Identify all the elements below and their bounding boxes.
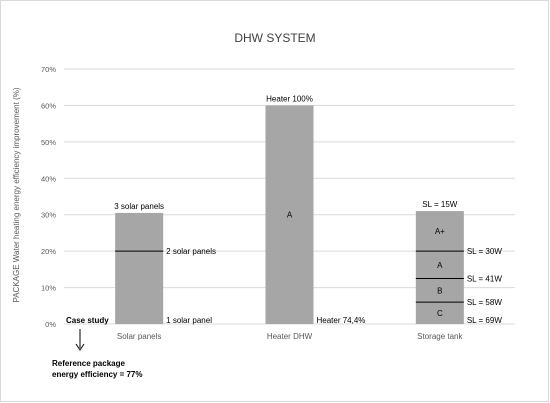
y-tick-label-50: 50% xyxy=(41,138,56,147)
bar-heater-dhw xyxy=(265,105,314,324)
reference-package-line-2: energy efficiency = 77% xyxy=(52,370,143,379)
chart-title: DHW SYSTEM xyxy=(234,31,315,45)
case-study-note: Case study Reference package energy effi… xyxy=(52,316,143,379)
x-tick-label-heater-dhw: Heater DHW xyxy=(267,332,313,341)
bar-solar-panels xyxy=(115,212,164,324)
bars: A A+ A B C xyxy=(115,105,464,324)
annotation-4: Heater 74,4% xyxy=(317,316,366,325)
annotation-9: SL = 69W xyxy=(467,316,503,325)
annotation-7: SL = 41W xyxy=(467,274,503,283)
case-study-arrow-head xyxy=(75,343,85,351)
annotation-2: 1 solar panel xyxy=(166,316,212,325)
y-tick-label-40: 40% xyxy=(41,174,56,183)
annotation-5: SL = 15W xyxy=(422,200,458,209)
y-tick-label-20: 20% xyxy=(41,247,56,256)
segment-label-storage-tank-0: A+ xyxy=(435,227,445,236)
y-tick-label-70: 70% xyxy=(41,65,56,74)
segment-label-storage-tank-3: C xyxy=(437,309,443,318)
y-tick-label-60: 60% xyxy=(41,101,56,110)
segment-label-storage-tank-2: B xyxy=(437,286,442,295)
x-tick-labels: Solar panels Heater DHW Storage tank xyxy=(117,332,464,341)
annotation-1: 2 solar panels xyxy=(166,247,216,256)
segment-label-storage-tank-1: A xyxy=(437,261,443,270)
y-tick-label-0: 0% xyxy=(45,320,56,329)
y-tick-label-10: 10% xyxy=(41,284,56,293)
y-tick-labels: 0% 10% 20% 30% 40% 50% 60% 70% xyxy=(41,65,56,329)
y-axis-label: PACKAGE Water heating energy efficiency … xyxy=(12,87,21,302)
x-tick-label-storage-tank: Storage tank xyxy=(417,332,463,341)
annotation-3: Heater 100% xyxy=(266,94,313,103)
annotation-0: 3 solar panels xyxy=(114,202,164,211)
annotation-8: SL = 58W xyxy=(467,298,503,307)
y-tick-label-30: 30% xyxy=(41,211,56,220)
case-study-label: Case study xyxy=(66,316,109,325)
reference-package-line-1: Reference package xyxy=(52,359,125,368)
x-tick-label-solar-panels: Solar panels xyxy=(117,332,161,341)
segment-label-heater-dhw-0: A xyxy=(287,211,293,220)
annotation-6: SL = 30W xyxy=(467,247,503,256)
bar-storage-tank xyxy=(415,211,464,324)
annotations: 3 solar panels 2 solar panels 1 solar pane… xyxy=(114,94,502,325)
